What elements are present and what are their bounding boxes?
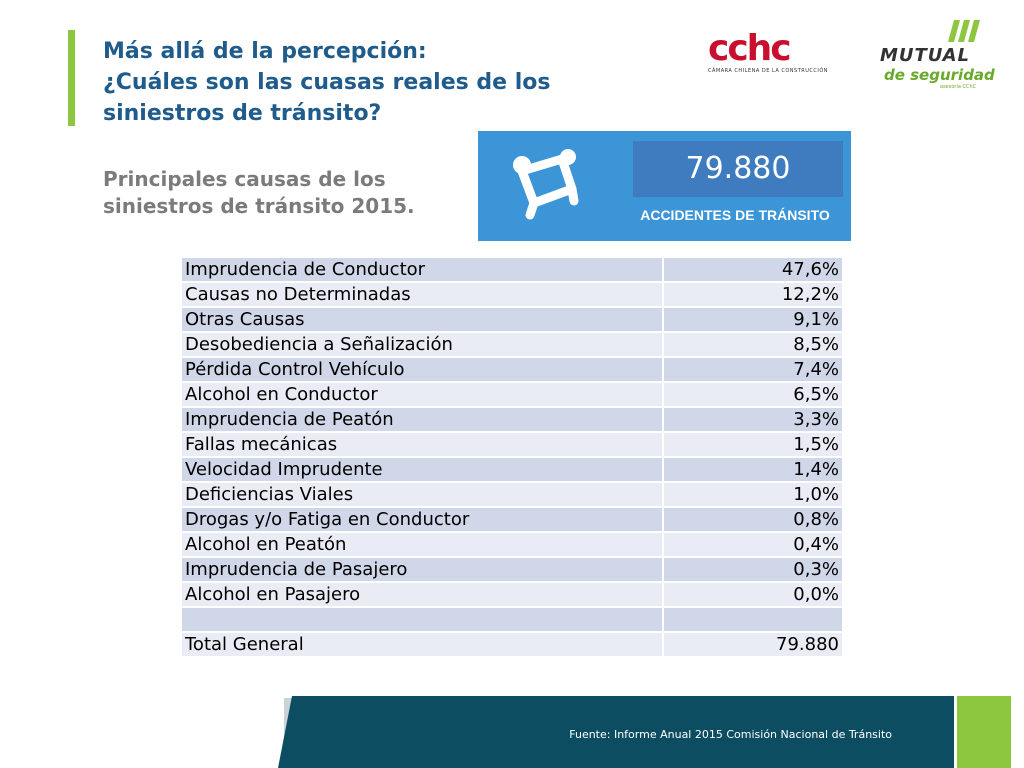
cause-cell: Velocidad Imprudente: [182, 458, 662, 481]
percentage-cell: 0,0%: [664, 583, 842, 606]
subtitle-line: Principales causas de los: [103, 167, 386, 191]
cause-cell: Total General: [182, 633, 662, 656]
table-row: Otras Causas 9,1%: [182, 308, 842, 331]
cause-cell: Imprudencia de Conductor: [182, 258, 662, 281]
title-line: siniestros de tránsito?: [103, 101, 382, 126]
mutual-logo-tagline: asesoría CChC: [940, 84, 977, 90]
mutual-logo: MUTUAL de seguridad asesoría CChC: [880, 18, 1004, 90]
table-row: Drogas y/o Fatiga en Conductor 0,8%: [182, 508, 842, 531]
table-row: Desobediencia a Señalización 8,5%: [182, 333, 842, 356]
title-line: ¿Cuáles son las cuasas reales de los: [103, 70, 551, 95]
cause-cell: Fallas mecánicas: [182, 433, 662, 456]
car-crash-icon: [513, 149, 579, 220]
table-row: [182, 608, 842, 631]
accidents-stat-card: 79.880 ACCIDENTES DE TRÁNSITO: [478, 131, 851, 241]
title-line: Más allá de la percepción:: [103, 39, 427, 64]
table-row: Deficiencias Viales 1,0%: [182, 483, 842, 506]
slide-title: Más allá de la percepción: ¿Cuáles son l…: [103, 36, 663, 129]
table-row: Alcohol en Pasajero 0,0%: [182, 583, 842, 606]
percentage-cell: 9,1%: [664, 308, 842, 331]
table-row: Velocidad Imprudente 1,4%: [182, 458, 842, 481]
cause-cell: Alcohol en Pasajero: [182, 583, 662, 606]
table-row: Total General 79.880: [182, 633, 842, 656]
percentage-cell: 0,3%: [664, 558, 842, 581]
cause-cell: Causas no Determinadas: [182, 283, 662, 306]
percentage-cell: 12,2%: [664, 283, 842, 306]
table-row: Fallas mecánicas 1,5%: [182, 433, 842, 456]
mutual-logo-subword: de seguridad: [884, 66, 995, 84]
cchc-logo-tagline: CÁMARA CHILENA DE LA CONSTRUCCIÓN: [708, 68, 829, 74]
table-row: Alcohol en Conductor 6,5%: [182, 383, 842, 406]
footer-band: Fuente: Informe Anual 2015 Comisión Naci…: [278, 696, 954, 768]
cause-cell: [182, 608, 662, 631]
percentage-cell: 47,6%: [664, 258, 842, 281]
table-row: Imprudencia de Conductor 47,6%: [182, 258, 842, 281]
percentage-cell: 0,8%: [664, 508, 842, 531]
cause-cell: Deficiencias Viales: [182, 483, 662, 506]
table-row: Imprudencia de Peatón 3,3%: [182, 408, 842, 431]
table-row: Alcohol en Peatón 0,4%: [182, 533, 842, 556]
cchc-logo: cchc CÁMARA CHILENA DE LA CONSTRUCCIÓN: [708, 31, 846, 81]
stat-value: 79.880: [685, 151, 791, 186]
cause-cell: Imprudencia de Peatón: [182, 408, 662, 431]
mutual-mark-icon: [948, 20, 980, 42]
cause-cell: Otras Causas: [182, 308, 662, 331]
cause-cell: Imprudencia de Pasajero: [182, 558, 662, 581]
percentage-cell: 7,4%: [664, 358, 842, 381]
table-row: Causas no Determinadas 12,2%: [182, 283, 842, 306]
percentage-cell: [664, 608, 842, 631]
percentage-cell: 8,5%: [664, 333, 842, 356]
stat-value-box: 79.880: [633, 141, 843, 197]
cause-cell: Drogas y/o Fatiga en Conductor: [182, 508, 662, 531]
percentage-cell: 3,3%: [664, 408, 842, 431]
cause-cell: Desobediencia a Señalización: [182, 333, 662, 356]
causes-table: Imprudencia de Conductor 47,6% Causas no D…: [180, 256, 844, 658]
source-note: Fuente: Informe Anual 2015 Comisión Naci…: [569, 728, 892, 741]
table-row: Imprudencia de Pasajero 0,3%: [182, 558, 842, 581]
cause-cell: Pérdida Control Vehículo: [182, 358, 662, 381]
footer-green-block: [957, 696, 1011, 768]
percentage-cell: 1,5%: [664, 433, 842, 456]
subtitle-line: siniestros de tránsito 2015.: [103, 194, 415, 218]
slide-subtitle: Principales causas de los siniestros de …: [103, 166, 463, 220]
cause-cell: Alcohol en Peatón: [182, 533, 662, 556]
table-row: Pérdida Control Vehículo 7,4%: [182, 358, 842, 381]
percentage-cell: 1,0%: [664, 483, 842, 506]
percentage-cell: 0,4%: [664, 533, 842, 556]
cause-cell: Alcohol en Conductor: [182, 383, 662, 406]
stat-label: ACCIDENTES DE TRÁNSITO: [640, 207, 830, 223]
mutual-logo-word: MUTUAL: [880, 45, 971, 66]
title-accent-bar: [68, 30, 75, 126]
percentage-cell: 6,5%: [664, 383, 842, 406]
percentage-cell: 79.880: [664, 633, 842, 656]
cchc-logo-text: cchc: [708, 28, 792, 69]
percentage-cell: 1,4%: [664, 458, 842, 481]
